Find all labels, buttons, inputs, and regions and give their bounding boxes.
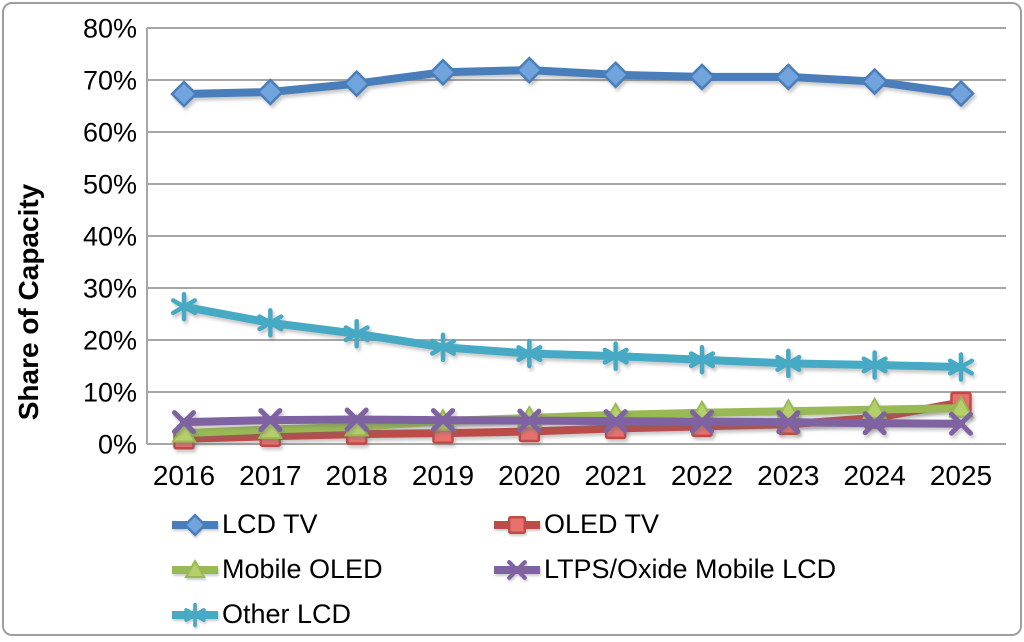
y-tick-label: 0% [98, 430, 137, 460]
line-chart: 0% 10% 20% 30% 40% 50% 60% 70% 80% 2016 2017 2018 20… [13, 14, 1006, 492]
legend-label: OLED TV [544, 509, 660, 539]
legend-item-lcd-tv: LCD TV [170, 511, 492, 538]
series-line-lcd-tv [180, 66, 965, 99]
series-line-mobile-oled [180, 404, 965, 438]
y-tick-label: 10% [83, 378, 137, 408]
series-line-other-lcd [180, 302, 965, 372]
point-lcd-tv-2018 [342, 69, 371, 98]
y-tick-label: 30% [83, 274, 137, 304]
legend-swatch-square-icon [494, 515, 540, 534]
point-lcd-tv-2020 [515, 56, 544, 84]
point-other-lcd-2019 [429, 332, 457, 363]
x-tick-label-2018: 2018 [326, 460, 388, 491]
legend-item-ltps-oxide-mobile-lcd: LTPS/Oxide Mobile LCD [492, 556, 836, 583]
axis-layer: 0% 10% 20% 30% 40% 50% 60% 70% 80% 2016 2017 2018 20… [83, 14, 992, 492]
point-lcd-tv-2022 [688, 63, 716, 91]
point-ltps-oxide-mobile-lcd-2021 [603, 409, 628, 434]
point-mobile-oled-2025 [948, 395, 974, 418]
x-tick-label-2021: 2021 [585, 460, 647, 491]
legend-marker [184, 602, 206, 627]
point-other-lcd-2025 [947, 352, 975, 382]
point-lcd-tv-2016 [170, 80, 198, 108]
point-other-lcd-2017 [257, 308, 284, 338]
point-lcd-tv-2019 [429, 58, 457, 86]
y-tick-label: 70% [83, 66, 137, 96]
legend-item-mobile-oled: Mobile OLED [170, 556, 492, 583]
legend-label: Mobile OLED [222, 554, 383, 584]
legend-marker [507, 515, 527, 534]
y-tick-label: 20% [83, 326, 137, 356]
point-lcd-tv-2024 [860, 67, 889, 96]
series-ltps-oxide-mobile-lcd [172, 407, 973, 436]
point-other-lcd-2020 [516, 338, 543, 369]
point-ltps-oxide-mobile-lcd-2017 [258, 408, 283, 433]
x-tick-label-2023: 2023 [757, 460, 819, 491]
legend-item-other-lcd: Other LCD [170, 601, 492, 628]
point-ltps-oxide-mobile-lcd-2025 [948, 411, 973, 436]
x-tick-label-2020: 2020 [498, 460, 560, 491]
point-lcd-tv-2023 [774, 63, 803, 91]
grid-layer [146, 27, 1006, 445]
point-mobile-oled-2024 [861, 396, 888, 420]
legend-label: Other LCD [222, 599, 352, 629]
y-axis-title: Share of Capacity [13, 183, 44, 420]
legend-label: LTPS/Oxide Mobile LCD [544, 554, 837, 584]
point-other-lcd-2021 [602, 341, 629, 371]
x-tick-label-2022: 2022 [671, 460, 733, 491]
legend-label: LCD TV [222, 509, 318, 539]
point-lcd-tv-2025 [947, 79, 975, 108]
legend-swatch-triangle-icon [172, 558, 218, 578]
legend-swatch-asterisk-icon [172, 602, 218, 627]
x-tick-label-2019: 2019 [412, 460, 474, 491]
legend-marker [184, 558, 206, 578]
x-tick-label-2017: 2017 [239, 460, 301, 491]
point-ltps-oxide-mobile-lcd-2024 [862, 411, 887, 436]
series-lcd-tv [170, 56, 975, 108]
legend: LCD TV OLED TV Mobile OLED LTPS/Oxide Mo… [170, 502, 836, 637]
legend-swatch-diamond-icon [172, 512, 218, 537]
point-other-lcd-2018 [343, 319, 370, 349]
x-tick-label-2016: 2016 [153, 460, 215, 491]
x-tick-label-2024: 2024 [843, 460, 905, 491]
x-tick-label-2025: 2025 [930, 460, 992, 491]
legend-marker [183, 512, 207, 537]
point-ltps-oxide-mobile-lcd-2020 [517, 408, 542, 433]
y-tick-label: 50% [83, 170, 137, 200]
legend-swatch-x-icon [494, 559, 540, 580]
point-mobile-oled-2016 [171, 420, 197, 443]
series-other-lcd [170, 291, 975, 382]
point-lcd-tv-2017 [256, 78, 285, 106]
point-ltps-oxide-mobile-lcd-2016 [172, 410, 196, 435]
point-lcd-tv-2021 [601, 61, 630, 89]
point-ltps-oxide-mobile-lcd-2018 [344, 407, 369, 432]
y-tick-label: 60% [83, 118, 137, 148]
y-tick-label: 40% [83, 222, 137, 252]
point-other-lcd-2016 [170, 291, 198, 322]
series-layer [170, 56, 975, 450]
point-ltps-oxide-mobile-lcd-2023 [776, 410, 801, 435]
point-other-lcd-2023 [775, 348, 802, 379]
legend-marker [507, 559, 527, 580]
series-line-ltps-oxide-mobile-lcd [180, 415, 965, 428]
point-ltps-oxide-mobile-lcd-2019 [430, 408, 455, 433]
y-tick-label: 80% [83, 14, 137, 44]
point-other-lcd-2024 [861, 350, 888, 380]
legend-item-oled-tv: OLED TV [492, 511, 836, 538]
point-other-lcd-2022 [688, 345, 716, 375]
point-ltps-oxide-mobile-lcd-2022 [689, 409, 714, 434]
